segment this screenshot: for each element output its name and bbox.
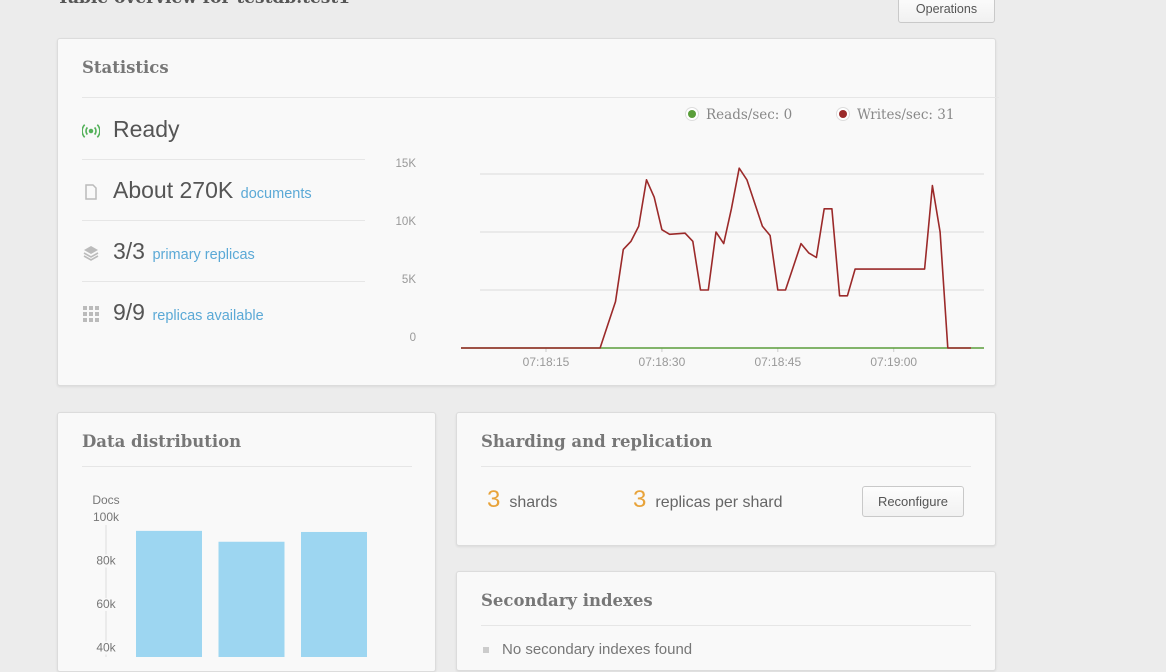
page-title: Table overview for testdb.test1 xyxy=(57,0,350,8)
legend-reads: Reads/sec: 0 xyxy=(688,107,792,123)
reads-legend-dot xyxy=(688,110,696,118)
data-distribution-panel: Data distribution Docs 100k 80k 60k 40k xyxy=(57,412,436,672)
sharding-title: Sharding and replication xyxy=(481,432,713,451)
replicas-per-shard-count: 3 xyxy=(633,486,647,513)
grid-icon xyxy=(83,306,99,322)
y-tick-label: 10K xyxy=(396,216,417,228)
data-distribution-bar-chart: Docs 100k 80k 60k 40k xyxy=(88,493,367,657)
shards-label: shards xyxy=(509,494,558,511)
statistics-title: Statistics xyxy=(82,58,169,77)
replicas-per-shard-stat: 3 replicas per shard xyxy=(633,486,783,514)
secondary-indexes-panel: Secondary indexes No secondary indexes f… xyxy=(456,571,996,671)
tick-label-bg xyxy=(88,554,122,568)
shards-stat: 3 shards xyxy=(487,486,557,514)
divider xyxy=(82,466,412,467)
tick-label-bg xyxy=(88,641,122,655)
x-tick-label: 07:18:45 xyxy=(754,355,801,369)
layers-icon xyxy=(83,246,99,261)
y-tick-label: 100k xyxy=(93,510,120,524)
x-tick-label: 07:18:15 xyxy=(523,355,570,369)
y-axis-label: Docs xyxy=(92,493,119,507)
x-tick-label: 07:18:30 xyxy=(639,355,686,369)
shards-count: 3 xyxy=(487,486,501,513)
y-tick-label: 5K xyxy=(402,274,416,286)
legend-writes: Writes/sec: 31 xyxy=(839,107,954,123)
documents-link[interactable]: documents xyxy=(240,186,312,202)
ready-signal-icon xyxy=(82,124,100,138)
tick-label-bg xyxy=(88,598,122,611)
replicas-per-shard-label: replicas per shard xyxy=(655,494,783,511)
replicas-row: 9/9 replicas available xyxy=(82,282,365,343)
y-tick-label: 60k xyxy=(96,597,116,611)
y-tick-label: 15K xyxy=(396,158,417,170)
divider xyxy=(481,466,971,467)
bar xyxy=(301,531,367,657)
documents-count: About 270K xyxy=(113,177,234,203)
statistics-panel: Statistics Ready About 270K documents 3/… xyxy=(57,38,999,386)
series-line xyxy=(461,167,971,349)
tick-label-bg xyxy=(88,511,122,524)
y-tick-label: 80k xyxy=(96,554,116,568)
y-tick-label: 40k xyxy=(96,641,116,655)
no-indexes-message: No secondary indexes found xyxy=(502,641,693,658)
document-icon xyxy=(85,184,97,200)
list-bullet xyxy=(483,647,489,653)
reconfigure-button[interactable]: Reconfigure xyxy=(862,486,964,517)
sharding-panel: Sharding and replication 3 shards 3 replic… xyxy=(456,412,996,546)
divider xyxy=(481,625,971,626)
primary-replicas-row: 3/3 primary replicas xyxy=(82,221,365,282)
y-tick-label: 0 xyxy=(410,332,416,344)
primary-replicas-link[interactable]: primary replicas xyxy=(152,247,255,263)
bar xyxy=(218,541,285,657)
secondary-indexes-title: Secondary indexes xyxy=(481,591,653,610)
operations-button[interactable]: Operations xyxy=(898,0,995,23)
x-tick-label: 07:19:00 xyxy=(870,355,917,369)
divider xyxy=(82,97,999,98)
replicas-count: 9/9 xyxy=(113,299,145,325)
status-ready: Ready xyxy=(113,116,180,142)
writes-legend-label: Writes/sec: 31 xyxy=(857,107,955,123)
replicas-link[interactable]: replicas available xyxy=(152,308,264,324)
reads-legend-label: Reads/sec: 0 xyxy=(706,107,793,123)
primary-replicas-count: 3/3 xyxy=(113,238,145,264)
status-row: Ready xyxy=(82,99,365,160)
bar xyxy=(136,530,202,657)
writes-legend-dot xyxy=(839,110,847,118)
throughput-line-chart: 15K 10K 5K 0 07:18:15 07:18:30 07:18:45 07:19:0… xyxy=(396,158,984,369)
data-distribution-title: Data distribution xyxy=(82,432,242,451)
documents-row: About 270K documents xyxy=(82,160,365,221)
